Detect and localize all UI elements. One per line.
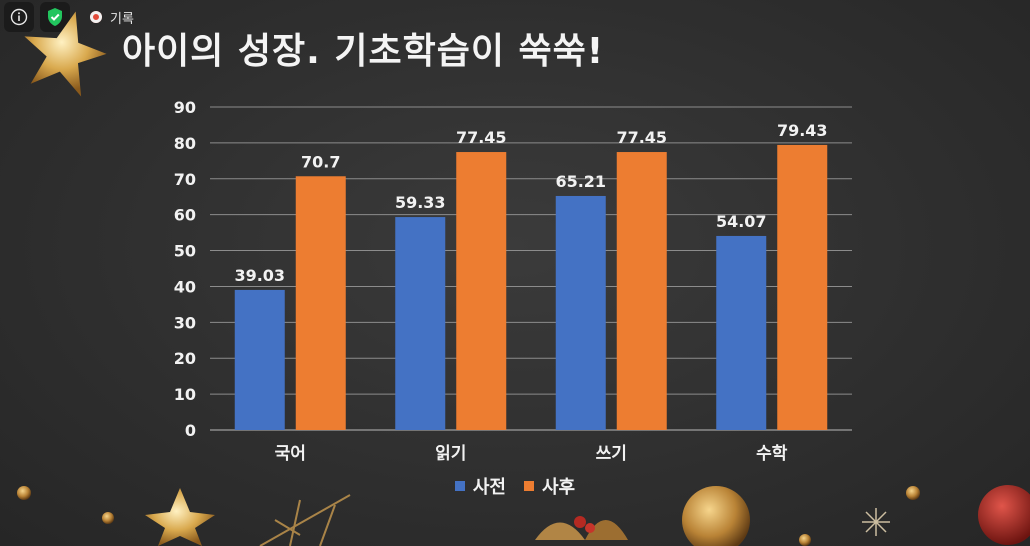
legend-swatch-pre [454, 481, 465, 491]
bar-pre [555, 195, 606, 430]
data-label: 77.45 [456, 128, 507, 147]
legend-label-pre: 사전 [472, 477, 506, 498]
x-tick-label: 읽기 [435, 444, 466, 464]
bar-post [295, 176, 346, 430]
data-label: 39.03 [234, 266, 285, 285]
y-tick-label: 0 [185, 421, 196, 440]
y-tick-label: 90 [174, 98, 196, 117]
x-tick-label: 쓰기 [596, 444, 627, 464]
bar-post [456, 152, 507, 430]
bar-pre [716, 235, 767, 430]
bar-post [777, 144, 828, 430]
bar-post [616, 152, 667, 430]
data-label: 65.21 [555, 172, 606, 191]
y-tick-label: 50 [174, 242, 196, 261]
y-tick-label: 60 [174, 206, 196, 225]
legend-label-post: 사후 [542, 477, 576, 498]
bar-pre [395, 217, 446, 430]
bar-pre [234, 289, 285, 430]
x-tick-label: 국어 [275, 444, 306, 464]
data-label: 70.7 [301, 152, 340, 171]
legend-item-pre: 사전 [454, 473, 506, 499]
data-label: 79.43 [777, 121, 828, 140]
y-tick-label: 30 [174, 313, 196, 332]
y-tick-label: 80 [174, 134, 196, 153]
y-tick-label: 10 [174, 385, 196, 404]
data-label: 59.33 [395, 193, 446, 212]
chart-legend: 사전 사후 [0, 473, 1030, 499]
x-tick-label: 수학 [756, 444, 788, 464]
y-tick-label: 40 [174, 277, 196, 296]
legend-swatch-post [524, 481, 534, 491]
data-label: 54.07 [716, 212, 767, 231]
slide-title: 아이의 성장. 기초학습이 쑥쑥! [122, 31, 605, 72]
record-label: 기록 [110, 11, 134, 27]
y-tick-label: 70 [174, 170, 196, 189]
y-tick-label: 20 [174, 349, 196, 368]
data-label: 77.45 [616, 128, 667, 147]
legend-item-post: 사후 [524, 473, 575, 499]
